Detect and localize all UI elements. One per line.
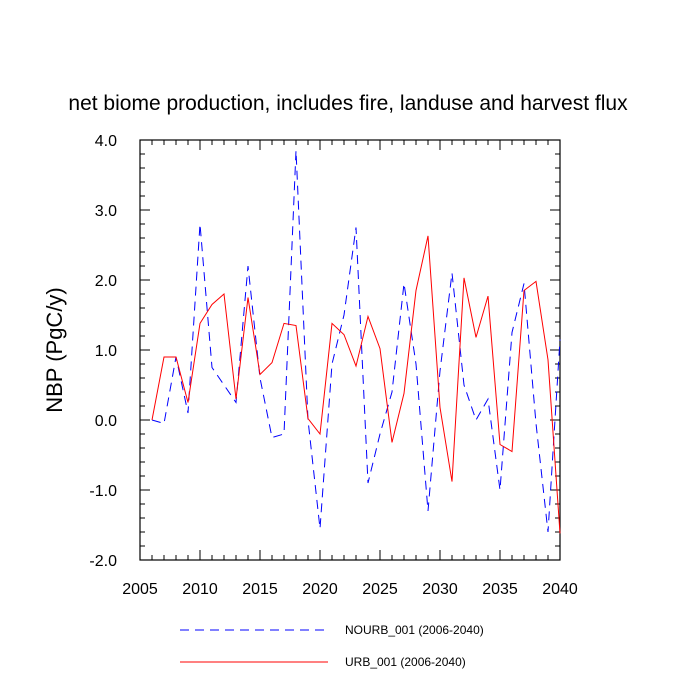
legend-label: NOURB_001 (2006-2040) xyxy=(345,623,484,637)
x-tick-label: 2015 xyxy=(242,581,278,598)
y-axis-ticks: -2.0 -1.0 0.0 1.0 2.0 3.0 4.0 xyxy=(89,133,560,570)
chart-title: net biome production, includes fire, lan… xyxy=(68,92,628,115)
y-tick-label: 2.0 xyxy=(95,273,117,290)
x-axis-ticks: 2005 2010 2015 2020 2025 2030 2035 2040 xyxy=(122,140,578,598)
x-tick-label: 2010 xyxy=(182,581,218,598)
y-tick-label: -2.0 xyxy=(89,553,117,570)
x-tick-label: 2005 xyxy=(122,581,158,598)
x-tick-label: 2020 xyxy=(302,581,338,598)
y-axis-label: NBP (PgC/y) xyxy=(42,287,67,413)
x-tick-label: 2025 xyxy=(362,581,398,598)
y-tick-label: 1.0 xyxy=(95,343,117,360)
y-tick-label: 4.0 xyxy=(95,133,117,150)
x-tick-label: 2035 xyxy=(482,581,518,598)
y-tick-label: 0.0 xyxy=(95,413,117,430)
y-tick-label: -1.0 xyxy=(89,483,117,500)
x-tick-label: 2030 xyxy=(422,581,458,598)
legend: NOURB_001 (2006-2040) URB_001 (2006-2040) xyxy=(180,623,484,669)
series-line-nourb xyxy=(151,150,561,533)
series-layer xyxy=(151,150,561,534)
legend-label: URB_001 (2006-2040) xyxy=(345,655,466,669)
y-tick-label: 3.0 xyxy=(95,203,117,220)
series-line-urb xyxy=(151,235,561,534)
x-tick-label: 2040 xyxy=(542,581,578,598)
